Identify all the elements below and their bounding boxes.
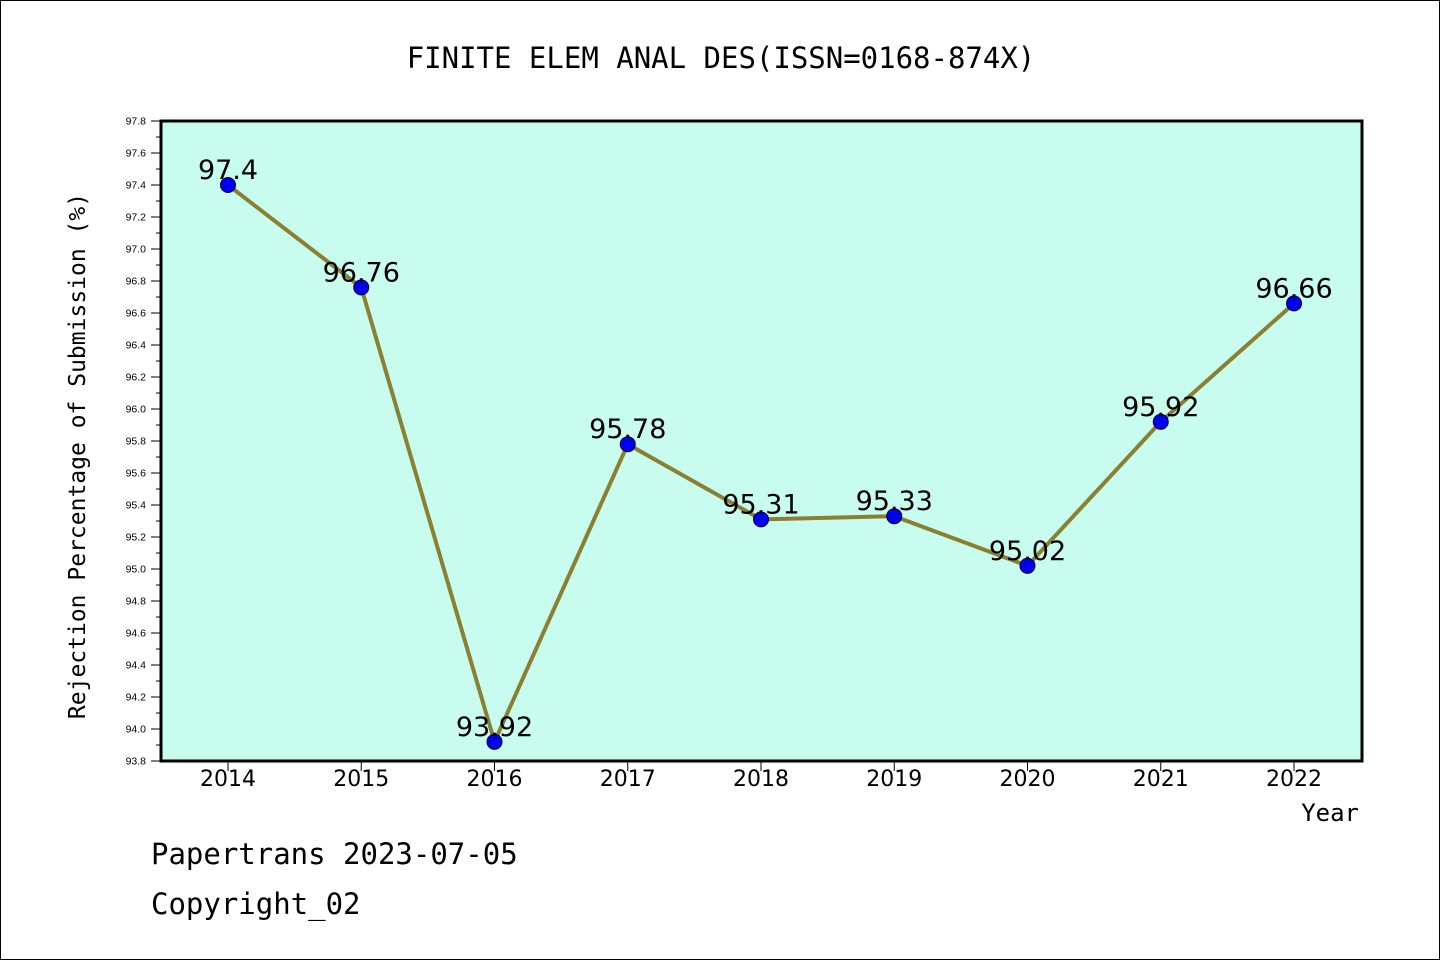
x-tick-label: 2022 [1266, 767, 1322, 792]
y-tick-label: 94.4 [126, 660, 147, 672]
x-axis-ticks: 2014 2015 2016 2017 2018 2019 2020 2021 2022 [200, 761, 1322, 792]
chart-title: FINITE ELEM ANAL DES(ISSN=0168-874X) [407, 41, 1036, 75]
data-label: 95.31 [722, 489, 799, 520]
y-tick-label: 95.8 [126, 436, 147, 448]
data-label: 96.76 [323, 257, 400, 288]
data-label: 93.92 [456, 712, 533, 743]
data-point-marker [353, 279, 370, 296]
data-point-marker [1152, 413, 1169, 430]
y-tick-label: 96.8 [126, 276, 147, 288]
y-tick-label: 97.4 [126, 180, 147, 192]
data-label: 97.4 [198, 155, 258, 186]
data-point-marker [753, 511, 769, 528]
x-tick-label: 2021 [1133, 767, 1189, 792]
x-tick-label: 2017 [600, 767, 656, 792]
y-tick-label: 96.6 [126, 308, 147, 320]
data-label: 96.66 [1255, 273, 1332, 304]
data-point-marker [886, 508, 903, 525]
data-label: 95.78 [589, 414, 666, 445]
x-tick-label: 2019 [866, 767, 922, 792]
y-tick-label: 95.2 [126, 532, 147, 544]
data-labels: 97.4 96.76 93.92 95.78 95.31 95.33 95.02 95.92 9… [198, 155, 1333, 743]
x-tick-label: 2020 [1000, 767, 1056, 792]
y-tick-label: 94.2 [126, 692, 147, 704]
data-label: 95.92 [1122, 392, 1199, 423]
y-axis-label: Rejection Percentage of Submission (%) [65, 193, 91, 719]
x-tick-label: 2016 [467, 767, 523, 792]
data-point-marker [220, 177, 236, 193]
y-tick-label: 94.6 [126, 628, 147, 640]
x-tick-label: 2014 [200, 767, 256, 792]
plot-border [159, 119, 1364, 763]
y-tick-label: 97.2 [126, 212, 147, 224]
y-tick-label: 95.6 [126, 468, 147, 480]
data-point-marker [1286, 295, 1302, 312]
y-tick-label: 95.0 [126, 564, 147, 576]
y-tick-label: 95.4 [126, 500, 147, 512]
y-tick-label: 97.6 [126, 148, 147, 160]
plot-area [161, 121, 1362, 761]
y-tick-label: 97.8 [126, 116, 147, 128]
y-tick-label: 96.0 [126, 404, 147, 416]
x-tick-label: 2015 [333, 767, 389, 792]
footer-date-text: Papertrans 2023-07-05 [151, 837, 518, 871]
y-tick-label: 94.0 [126, 724, 147, 736]
data-label: 95.33 [856, 486, 933, 517]
y-tick-label: 93.8 [126, 756, 147, 768]
data-point-marker [619, 436, 636, 453]
footer-copyright-text: Copyright_02 [151, 887, 361, 921]
data-point-marker [1019, 557, 1036, 574]
y-tick-label: 96.2 [126, 372, 147, 384]
y-tick-label: 97.0 [126, 244, 147, 256]
data-point-marker [486, 733, 503, 750]
x-axis-label: Year [1301, 799, 1359, 827]
y-axis-ticks: 93.8 94.0 94.2 94.4 94.6 94.8 95.0 95.2 95.4 95.6… [126, 116, 161, 768]
series-markers [220, 177, 1302, 750]
y-tick-label: 94.8 [126, 596, 147, 608]
x-tick-label: 2018 [733, 767, 789, 792]
data-label: 95.02 [989, 536, 1066, 567]
y-tick-label: 96.4 [126, 340, 147, 352]
